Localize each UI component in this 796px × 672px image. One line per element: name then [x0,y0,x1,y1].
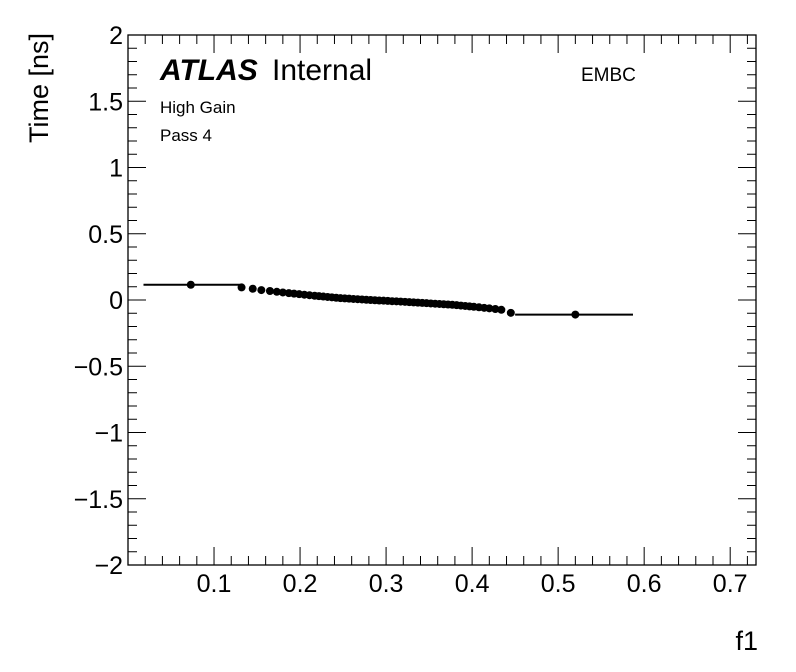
x-axis-title: f1 [735,626,758,656]
data-point [265,286,274,295]
axis-ticks [128,34,756,566]
axis-tick-labels: 0.1 0.2 0.3 0.4 0.5 0.6 0.7 −2 −1.5 −1 −0.5 0 0.5 1 1.… [74,22,748,598]
data-point [186,280,195,289]
plot-frame [127,34,757,566]
data-point [497,305,506,314]
pass-label: Pass 4 [160,126,212,145]
data-point [257,286,266,295]
data-point [571,310,580,319]
gain-label: High Gain [160,98,236,117]
data-point [506,308,515,317]
y-tick-label: 1 [109,155,123,183]
y-tick-label: −0.5 [74,353,123,381]
data-point [491,305,500,314]
atlas-label: ATLAS [159,54,258,87]
data-point [237,283,246,292]
x-tick-label: 0.2 [283,570,318,598]
y-tick-label: −1 [94,420,123,448]
internal-label: Internal [272,54,372,87]
x-tick-label: 0.6 [627,570,662,598]
x-tick-label: 0.7 [713,570,748,598]
y-tick-label: −1.5 [74,486,123,514]
data-point [278,288,287,297]
data-point [248,284,257,293]
x-tick-label: 0.5 [541,570,576,598]
y-axis-title: Time [ns] [24,33,54,143]
region-label: EMBC [581,65,636,86]
y-tick-label: 0 [109,287,123,315]
y-tick-label: 1.5 [88,88,123,116]
data-point [485,304,494,313]
data-points [143,280,633,319]
y-tick-label: 2 [109,22,123,50]
y-tick-label: 0.5 [88,221,123,249]
y-tick-label: −2 [94,552,123,580]
x-tick-label: 0.4 [455,570,490,598]
x-tick-label: 0.1 [197,570,232,598]
x-tick-label: 0.3 [369,570,404,598]
data-point [272,287,281,296]
